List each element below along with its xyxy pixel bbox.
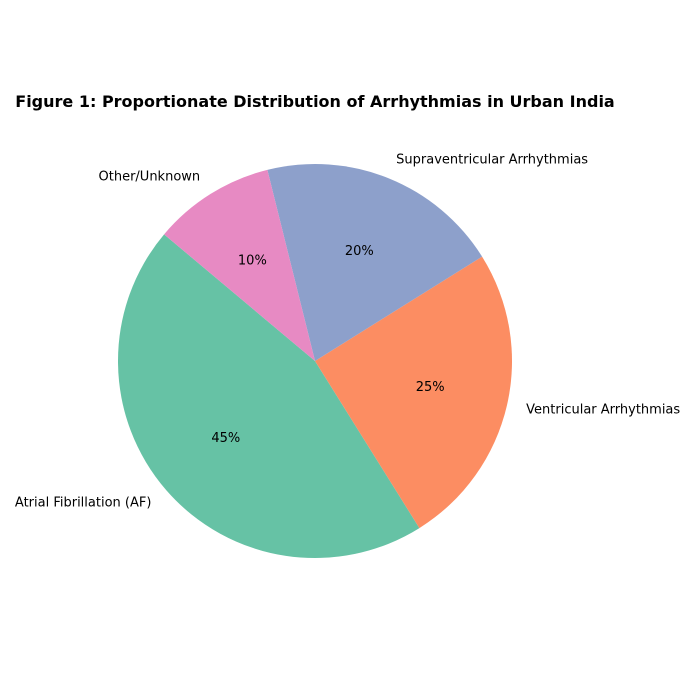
chart-title: Figure 1: Proportionate Distribution of … — [15, 92, 614, 111]
slice-category-label: Atrial Fibrillation (AF) — [15, 496, 152, 511]
slice-category-label: Other/Unknown — [99, 170, 201, 185]
slice-category-label: Ventricular Arrhythmias — [526, 402, 680, 417]
pie-slice — [164, 169, 315, 361]
pie-slice — [117, 234, 420, 559]
pie-slices — [117, 163, 513, 559]
slice-category-label: Supraventricular Arrhythmias — [396, 153, 588, 168]
slice-percent-label: 20% — [345, 244, 374, 259]
slice-percent-label: 10% — [238, 253, 267, 268]
pie-slice — [267, 163, 483, 361]
slice-percent-label: 45% — [211, 431, 240, 446]
slice-percent-label: 25% — [416, 380, 445, 395]
pie-slice — [315, 256, 513, 529]
pie-labels: Atrial Fibrillation (AF) 45% Ventricular A… — [15, 153, 680, 511]
